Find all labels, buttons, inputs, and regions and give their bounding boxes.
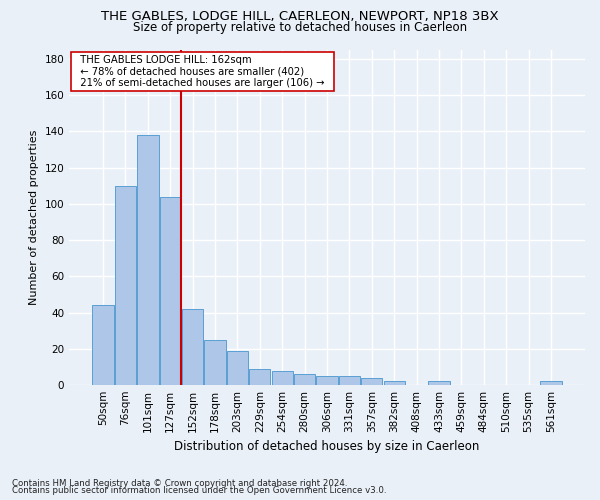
Bar [182, 309, 203, 385]
Text: THE GABLES LODGE HILL: 162sqm  
  ← 78% of detached houses are smaller (402)  
 : THE GABLES LODGE HILL: 162sqm ← 78% of d… [74, 55, 331, 88]
Bar [361, 378, 382, 385]
Bar [383, 382, 405, 385]
Text: Contains public sector information licensed under the Open Government Licence v3: Contains public sector information licen… [12, 486, 386, 495]
Bar [316, 376, 338, 385]
Text: Size of property relative to detached houses in Caerleon: Size of property relative to detached ho… [133, 21, 467, 34]
Bar [205, 340, 226, 385]
Bar [428, 382, 449, 385]
Bar [115, 186, 136, 385]
Y-axis label: Number of detached properties: Number of detached properties [29, 130, 39, 305]
Bar [540, 382, 562, 385]
Bar [227, 350, 248, 385]
Bar [339, 376, 360, 385]
Bar [249, 368, 271, 385]
Text: Contains HM Land Registry data © Crown copyright and database right 2024.: Contains HM Land Registry data © Crown c… [12, 478, 347, 488]
Bar [160, 196, 181, 385]
Bar [137, 135, 158, 385]
Bar [294, 374, 315, 385]
Bar [92, 306, 114, 385]
Text: THE GABLES, LODGE HILL, CAERLEON, NEWPORT, NP18 3BX: THE GABLES, LODGE HILL, CAERLEON, NEWPOR… [101, 10, 499, 23]
Bar [272, 370, 293, 385]
X-axis label: Distribution of detached houses by size in Caerleon: Distribution of detached houses by size … [175, 440, 479, 454]
